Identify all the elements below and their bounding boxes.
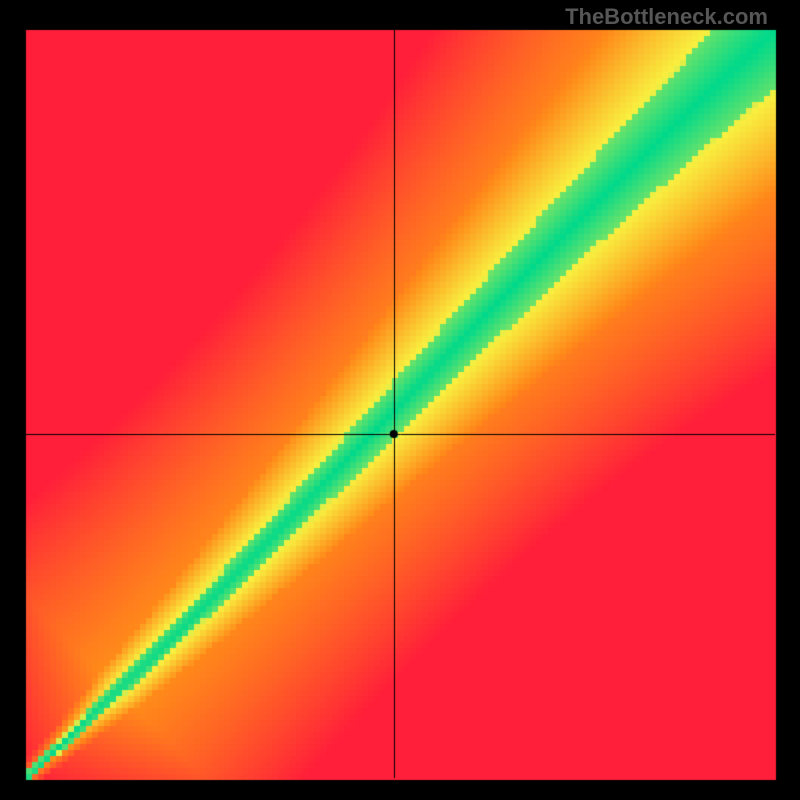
chart-container: TheBottleneck.com	[0, 0, 800, 800]
bottleneck-heatmap	[0, 0, 800, 800]
watermark-text: TheBottleneck.com	[565, 4, 768, 30]
